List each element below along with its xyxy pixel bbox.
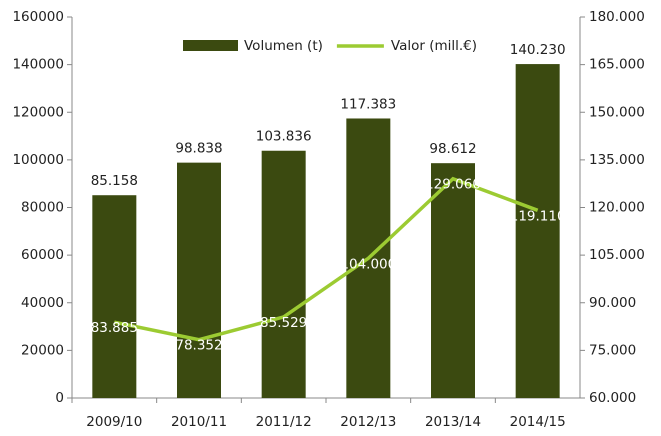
x-tick-label: 2010/11 bbox=[171, 414, 227, 430]
bar-value-label: 85.158 bbox=[91, 173, 138, 189]
bar-value-label: 98.838 bbox=[175, 141, 222, 157]
y-tick-label: 120000 bbox=[12, 104, 64, 120]
bar bbox=[92, 195, 137, 398]
y-tick-label: 40000 bbox=[21, 295, 64, 311]
y-tick-label: 60000 bbox=[21, 247, 64, 263]
bar bbox=[261, 150, 306, 398]
line-value-label: 104.000 bbox=[340, 256, 396, 272]
bar bbox=[177, 162, 221, 398]
line-value-label: 119.110 bbox=[510, 208, 566, 224]
y-tick-label: 80000 bbox=[21, 200, 64, 216]
x-tick-label: 2011/12 bbox=[256, 414, 312, 430]
bar bbox=[431, 163, 475, 398]
y2-tick-label: 165.000 bbox=[589, 57, 645, 73]
line-value-label: 78.352 bbox=[175, 338, 222, 354]
y2-tick-label: 60.000 bbox=[589, 390, 636, 406]
y-tick-label: 20000 bbox=[21, 342, 64, 358]
bar-value-label: 103.836 bbox=[256, 129, 312, 145]
legend-swatch bbox=[183, 40, 238, 51]
line-value-label: 85.529 bbox=[260, 315, 307, 331]
y2-tick-label: 90.000 bbox=[589, 295, 636, 311]
y-tick-label: 140000 bbox=[12, 57, 64, 73]
bar bbox=[515, 64, 560, 398]
y-tick-label: 100000 bbox=[12, 152, 64, 168]
line-value-label: 83.885 bbox=[91, 320, 138, 336]
y-tick-label: 160000 bbox=[12, 9, 64, 25]
legend-label: Volumen (t) bbox=[244, 38, 323, 54]
line-value-label: 129.060 bbox=[425, 177, 481, 193]
x-tick-label: 2013/14 bbox=[425, 414, 481, 430]
x-tick-label: 2009/10 bbox=[86, 414, 142, 430]
y2-tick-label: 150.000 bbox=[589, 104, 645, 120]
bar-value-label: 140.230 bbox=[510, 42, 566, 58]
x-tick-label: 2012/13 bbox=[340, 414, 396, 430]
bar-value-label: 117.383 bbox=[340, 96, 396, 112]
y2-tick-label: 135.000 bbox=[589, 152, 645, 168]
y2-tick-label: 105.000 bbox=[589, 247, 645, 263]
y-tick-label: 0 bbox=[55, 390, 64, 406]
bar-value-label: 98.612 bbox=[429, 141, 476, 157]
x-tick-label: 2014/15 bbox=[510, 414, 566, 430]
legend-label: Valor (mill.€) bbox=[391, 38, 477, 54]
y2-tick-label: 180.000 bbox=[589, 9, 645, 25]
y2-tick-label: 75.000 bbox=[589, 342, 636, 358]
line bbox=[113, 176, 539, 342]
y2-tick-label: 120.000 bbox=[589, 200, 645, 216]
